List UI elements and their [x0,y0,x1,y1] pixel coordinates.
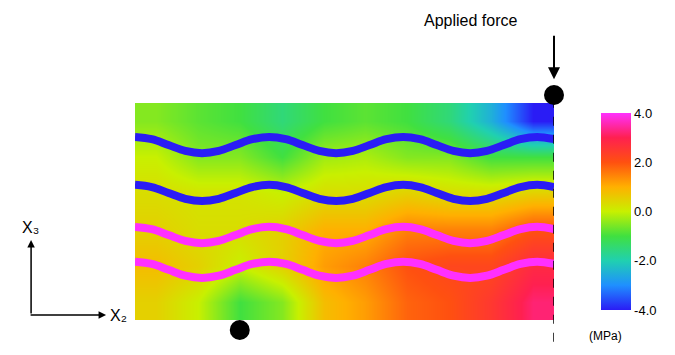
svg-text:-4.0: -4.0 [634,303,656,318]
svg-text:4.0: 4.0 [634,106,652,121]
svg-text:Applied force: Applied force [424,12,517,29]
svg-text:X₃: X₃ [22,219,39,236]
svg-text:2.0: 2.0 [634,155,652,170]
svg-text:(MPa): (MPa) [589,329,622,343]
svg-text:0.0: 0.0 [634,204,652,219]
svg-text:X₂: X₂ [110,307,127,324]
svg-text:-2.0: -2.0 [634,253,656,268]
